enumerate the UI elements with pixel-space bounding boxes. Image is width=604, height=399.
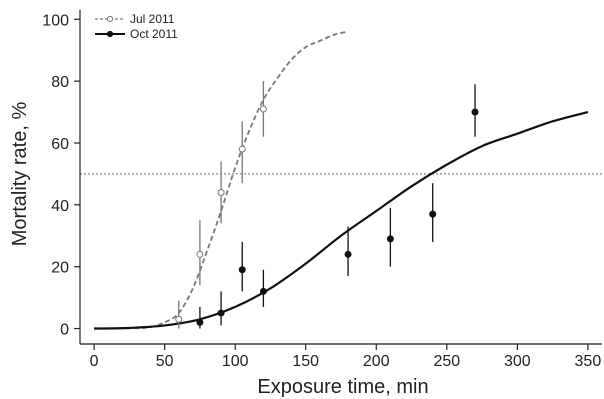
legend-marker bbox=[106, 15, 114, 23]
y-tick-label: 80 bbox=[51, 74, 69, 91]
x-tick-label: 300 bbox=[504, 353, 531, 370]
y-tick-label: 0 bbox=[60, 322, 69, 339]
data-point-jul-2011 bbox=[175, 315, 183, 323]
data-point-oct-2011 bbox=[429, 210, 437, 218]
x-tick-label: 250 bbox=[433, 353, 460, 370]
data-points bbox=[175, 105, 479, 326]
axes: 0 50 100 150 200 250 300 350 0 20 40 60 80 100 bbox=[42, 10, 602, 370]
data-point-jul-2011 bbox=[259, 105, 267, 113]
x-tick-label: 150 bbox=[292, 353, 319, 370]
legend-marker bbox=[106, 30, 114, 38]
curve-jul-2011 bbox=[94, 30, 349, 330]
x-tick-label: 0 bbox=[90, 353, 99, 370]
y-tick-label: 60 bbox=[51, 136, 69, 153]
data-point-oct-2011 bbox=[386, 235, 394, 243]
data-point-oct-2011 bbox=[259, 287, 267, 295]
data-point-jul-2011 bbox=[196, 250, 204, 258]
y-tick-label: 40 bbox=[51, 198, 69, 215]
y-tick-label: 20 bbox=[51, 260, 69, 277]
x-tick-label: 350 bbox=[575, 353, 602, 370]
curve-oct-2011 bbox=[94, 110, 589, 330]
data-point-oct-2011 bbox=[217, 309, 225, 317]
fitted-curves bbox=[94, 30, 589, 330]
data-point-jul-2011 bbox=[238, 145, 246, 153]
data-point-jul-2011 bbox=[217, 188, 225, 196]
data-point-oct-2011 bbox=[344, 250, 352, 258]
data-point-oct-2011 bbox=[238, 266, 246, 274]
y-tick-label: 100 bbox=[42, 12, 69, 29]
x-tick-label: 100 bbox=[222, 353, 249, 370]
x-axis-title: Exposure time, min bbox=[257, 376, 428, 398]
legend-label: Jul 2011 bbox=[130, 12, 175, 26]
data-point-oct-2011 bbox=[471, 108, 479, 116]
x-tick-label: 50 bbox=[156, 353, 174, 370]
y-axis-title: Mortality rate, % bbox=[9, 102, 31, 247]
legend-label: Oct 2011 bbox=[130, 27, 178, 41]
data-point-oct-2011 bbox=[196, 318, 204, 326]
x-tick-label: 200 bbox=[363, 353, 390, 370]
